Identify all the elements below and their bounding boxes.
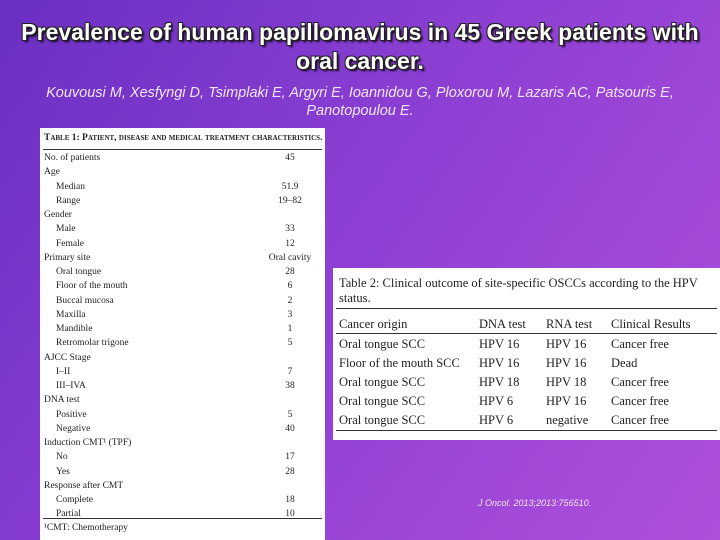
table-cell: HPV 16 — [546, 356, 587, 370]
row-label: Mandible — [56, 324, 93, 334]
row-label: Floor of the mouth — [56, 281, 128, 292]
row-label: No. of patients — [44, 153, 101, 163]
row-label: I–II — [56, 366, 71, 377]
table-cell: HPV 18 — [546, 375, 587, 389]
row-value: 12 — [285, 238, 295, 249]
table-cell: HPV 6 — [479, 413, 514, 427]
table-cell: Floor of the mouth SCC — [339, 356, 460, 370]
rule — [43, 518, 322, 519]
row-label: Positive — [56, 409, 87, 420]
table-cell: HPV 16 — [546, 394, 587, 408]
row-value: 1 — [287, 324, 293, 334]
row-value: 45 — [285, 153, 295, 163]
row-label: Yes — [56, 466, 70, 477]
row-value: 5 — [287, 338, 293, 349]
row-label: Oral tongue — [56, 267, 102, 277]
table-cell: Cancer free — [611, 337, 669, 351]
table-cell: negative — [546, 413, 589, 427]
row-value: 38 — [285, 381, 295, 391]
row-label: No — [56, 452, 68, 463]
row-label: Partial — [56, 509, 81, 520]
footnote: ¹CMT: Chemotherapy — [44, 523, 128, 533]
row-label: Age — [44, 167, 60, 178]
table-cell: HPV 16 — [546, 337, 587, 351]
table-cell: Cancer free — [611, 413, 669, 427]
rule — [336, 333, 717, 334]
table-1: Table 1: Patient, disease and medical tr… — [40, 128, 325, 540]
row-value: 7 — [287, 366, 293, 377]
column-header: RNA test — [546, 317, 593, 331]
column-header: DNA test — [479, 317, 526, 331]
table-cell: HPV 18 — [479, 375, 520, 389]
row-value: 19–82 — [278, 195, 302, 206]
slide-title: Prevalence of human papillomavirus in 45… — [21, 19, 699, 74]
row-label: Retromolar trigone — [56, 338, 129, 349]
row-value: 2 — [287, 295, 293, 306]
row-value: 33 — [285, 224, 295, 235]
row-label: Female — [56, 238, 84, 249]
table-2: Table 2: Clinical outcome of site-specif… — [333, 268, 720, 440]
rule — [336, 308, 717, 309]
row-label: Response after CMT — [44, 480, 124, 491]
row-label: Range — [56, 195, 81, 206]
row-label: Buccal mucosa — [56, 295, 114, 306]
row-value: 28 — [285, 466, 295, 477]
row-value: 28 — [285, 267, 295, 277]
row-value: Oral cavity — [268, 252, 312, 263]
table-cell: Oral tongue SCC — [339, 337, 426, 351]
table-cell: HPV 16 — [479, 337, 520, 351]
row-label: Negative — [56, 423, 91, 434]
table-cell: Cancer free — [611, 394, 669, 408]
row-value: 3 — [287, 309, 293, 320]
row-label: III–IVA — [56, 381, 86, 391]
row-label: Median — [56, 181, 86, 192]
row-label: Male — [56, 224, 76, 235]
citation: J Oncol. 2013;2013:756510. — [478, 498, 592, 508]
table-cell: Oral tongue SCC — [339, 394, 426, 408]
row-value: 51.9 — [281, 181, 299, 192]
column-header: Cancer origin — [339, 317, 408, 331]
rule — [336, 430, 717, 431]
table-cell: HPV 6 — [479, 394, 514, 408]
row-label: Primary site — [44, 252, 91, 263]
row-value: 18 — [285, 495, 295, 505]
row-value: 6 — [287, 281, 293, 292]
table-cell: Oral tongue SCC — [339, 413, 426, 427]
row-label: Complete — [56, 495, 93, 505]
column-header: Clinical Results — [611, 317, 691, 331]
table-cell: Oral tongue SCC — [339, 375, 426, 389]
authors: Kouvousi M, Xesfyngi D, Tsimplaki E, Arg… — [46, 85, 674, 119]
row-value: 10 — [285, 509, 295, 520]
row-label: Maxilla — [56, 309, 86, 320]
table-title: Table 2: Clinical outcome of site-specif… — [339, 276, 698, 305]
row-label: AJCC Stage — [44, 352, 91, 363]
table-cell: Cancer free — [611, 375, 669, 389]
row-label: DNA test — [44, 395, 80, 406]
row-value: 40 — [285, 423, 295, 434]
table-title: Table 1: Patient, disease and medical tr… — [44, 133, 323, 143]
row-label: Induction CMT¹ (TPF) — [44, 438, 132, 448]
row-value: 17 — [285, 452, 295, 463]
table-cell: HPV 16 — [479, 356, 520, 370]
rule — [43, 149, 322, 150]
table-cell: Dead — [611, 356, 638, 370]
row-value: 5 — [287, 409, 293, 420]
row-label: Gender — [44, 210, 72, 220]
